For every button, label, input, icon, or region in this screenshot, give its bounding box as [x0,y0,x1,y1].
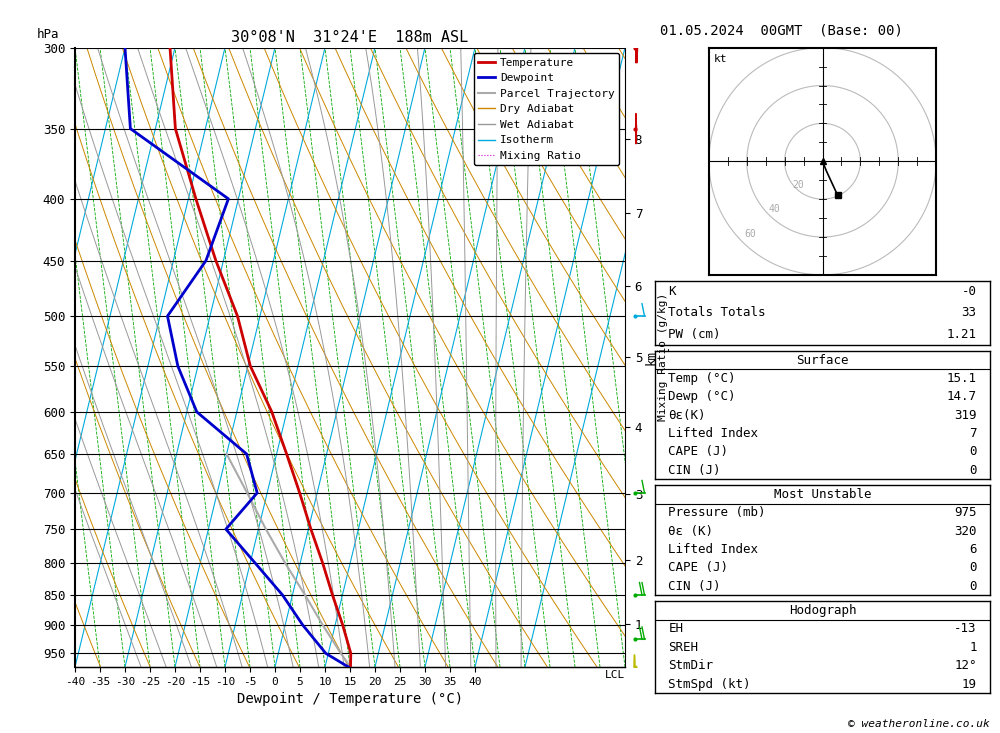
Text: 20: 20 [793,180,804,191]
Text: 4: 4 [743,403,748,412]
Text: Lifted Index: Lifted Index [668,543,758,556]
Text: 975: 975 [954,507,977,519]
Y-axis label: km
ASL: km ASL [645,346,673,369]
Text: 319: 319 [954,409,977,421]
Text: Mixing Ratio (g/kg): Mixing Ratio (g/kg) [658,293,668,421]
Text: 0: 0 [969,561,977,574]
Text: PW (cm): PW (cm) [668,328,721,341]
Text: 12°: 12° [954,659,977,672]
Text: K: K [668,285,676,298]
Text: Most Unstable: Most Unstable [774,488,871,501]
Text: θε (K): θε (K) [668,525,713,537]
X-axis label: Dewpoint / Temperature (°C): Dewpoint / Temperature (°C) [237,692,463,707]
Text: 0: 0 [969,464,977,476]
Text: kt: kt [713,54,727,65]
Text: 15: 15 [753,403,764,412]
Text: 01.05.2024  00GMT  (Base: 00): 01.05.2024 00GMT (Base: 00) [660,23,903,37]
Text: LCL: LCL [605,670,625,680]
Text: 0: 0 [969,580,977,592]
Legend: Temperature, Dewpoint, Parcel Trajectory, Dry Adiabat, Wet Adiabat, Isotherm, Mi: Temperature, Dewpoint, Parcel Trajectory… [474,54,619,166]
Text: Pressure (mb): Pressure (mb) [668,507,766,519]
Text: 3: 3 [738,403,743,412]
Text: Temp (°C): Temp (°C) [668,372,736,385]
Text: StmDir: StmDir [668,659,713,672]
Text: Totals Totals: Totals Totals [668,306,766,320]
Text: 10: 10 [751,403,761,412]
Text: 20: 20 [755,403,765,412]
Text: Surface: Surface [796,354,849,366]
Text: CIN (J): CIN (J) [668,464,721,476]
Text: 8: 8 [752,403,757,412]
Text: 6: 6 [969,543,977,556]
Text: © weatheronline.co.uk: © weatheronline.co.uk [848,719,990,729]
Text: hPa: hPa [36,29,59,42]
Text: 19: 19 [962,678,977,690]
Text: 1: 1 [702,403,708,412]
Title: 30°08'N  31°24'E  188m ASL: 30°08'N 31°24'E 188m ASL [231,30,469,45]
Text: 15.1: 15.1 [947,372,977,385]
Text: SREH: SREH [668,641,698,654]
Text: 0: 0 [969,446,977,458]
Text: 7: 7 [969,427,977,440]
Text: CIN (J): CIN (J) [668,580,721,592]
Text: Dewp (°C): Dewp (°C) [668,391,736,403]
Text: Hodograph: Hodograph [789,604,856,616]
Text: CAPE (J): CAPE (J) [668,561,728,574]
Text: 1.21: 1.21 [947,328,977,341]
Text: -13: -13 [954,622,977,636]
Text: EH: EH [668,622,683,636]
Text: θε(K): θε(K) [668,409,706,421]
Text: 25: 25 [755,403,766,412]
Text: 40: 40 [768,205,780,215]
Text: CAPE (J): CAPE (J) [668,446,728,458]
Text: 6: 6 [749,403,754,412]
Text: Lifted Index: Lifted Index [668,427,758,440]
Text: 14.7: 14.7 [947,391,977,403]
Text: 33: 33 [962,306,977,320]
Text: 320: 320 [954,525,977,537]
Text: 2: 2 [728,403,733,412]
Text: StmSpd (kt): StmSpd (kt) [668,678,751,690]
Text: -0: -0 [962,285,977,298]
Text: 1: 1 [969,641,977,654]
Text: 60: 60 [744,229,756,238]
